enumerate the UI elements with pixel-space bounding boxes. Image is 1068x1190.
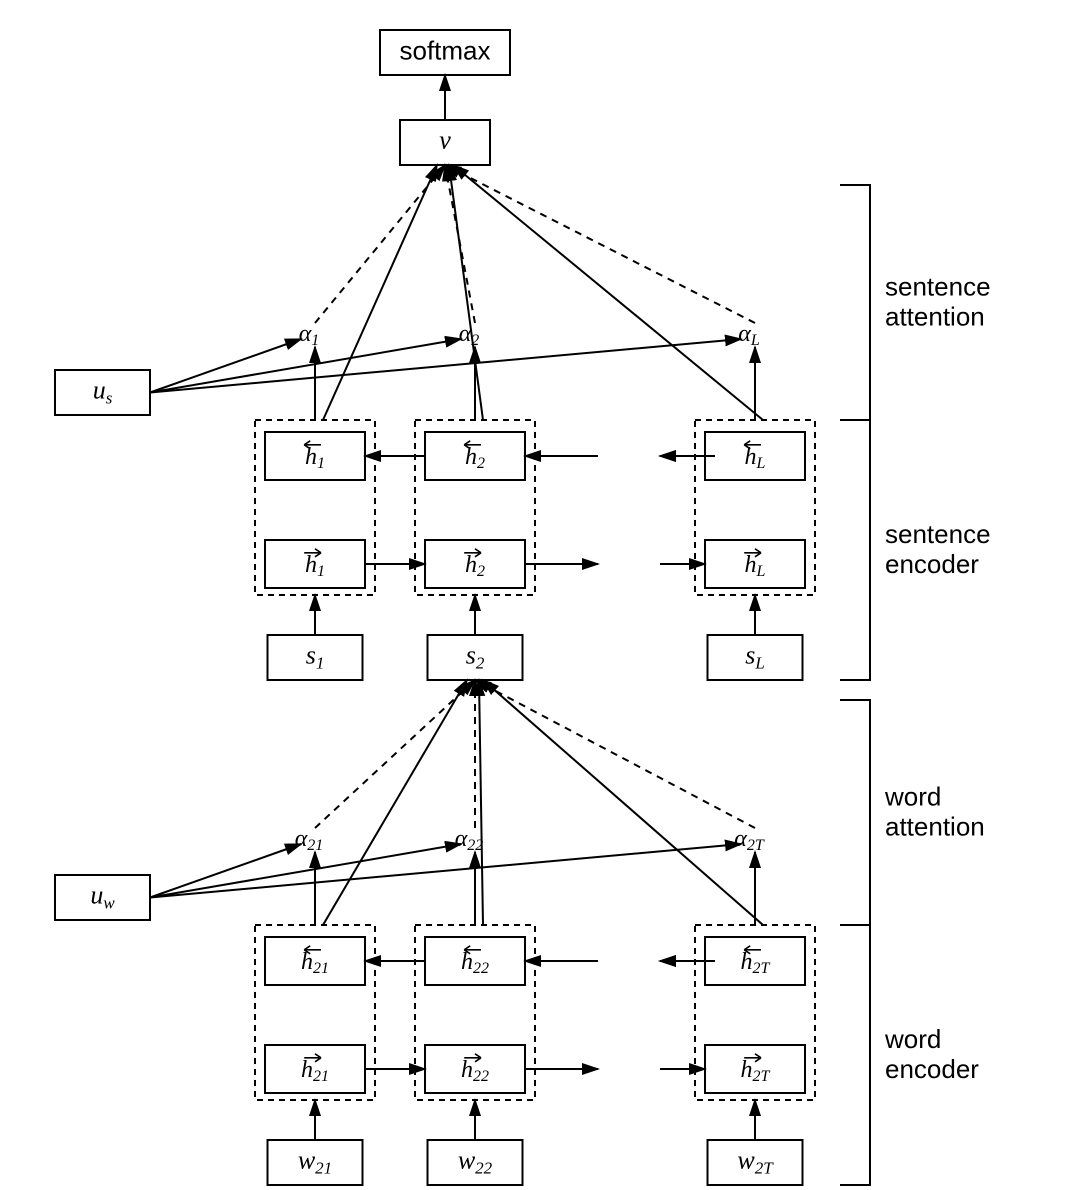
edge-alpha-out-2: [475, 680, 755, 828]
label-word-enc-1: word: [884, 1024, 941, 1054]
v-label: v: [439, 125, 451, 154]
edge-u-alpha-2: [150, 339, 741, 393]
svg-text:α2: α2: [459, 321, 480, 349]
svg-text:α21: α21: [295, 826, 324, 854]
edge-u-alpha-2: [150, 844, 741, 898]
edge-h-out-1: [449, 165, 483, 420]
edge-h-out-1: [479, 680, 483, 925]
label-sent-attn-2: attention: [885, 301, 985, 331]
alpha-label-1: α2: [459, 321, 480, 349]
alpha-label-2: α2T: [734, 826, 765, 854]
bracket-sent-attn: [840, 185, 870, 420]
alpha-label-0: α1: [299, 321, 320, 349]
edge-u-alpha-1: [150, 339, 461, 393]
label-word-attn-1: word: [884, 781, 941, 811]
edge-u-alpha-0: [150, 844, 301, 898]
svg-text:α1: α1: [299, 321, 320, 349]
label-sent-attn-1: sentence: [885, 271, 991, 301]
svg-text:αL: αL: [738, 321, 760, 349]
edge-h-out-2: [483, 680, 763, 925]
svg-text:α22: α22: [455, 826, 484, 854]
label-word-attn-2: attention: [885, 811, 985, 841]
edge-h-out-0: [323, 680, 467, 925]
alpha-label-0: α21: [295, 826, 324, 854]
svg-text:α2T: α2T: [734, 826, 765, 854]
alpha-label-1: α22: [455, 826, 484, 854]
edge-alpha-out-2: [445, 165, 755, 323]
edge-alpha-out-0: [315, 680, 475, 828]
label-sent-enc-1: sentence: [885, 519, 991, 549]
bracket-word-enc: [840, 925, 870, 1185]
alpha-label-2: αL: [738, 321, 760, 349]
label-word-enc-2: encoder: [885, 1054, 979, 1084]
bracket-sent-enc: [840, 420, 870, 680]
softmax-label: softmax: [399, 35, 490, 65]
bracket-word-attn: [840, 700, 870, 925]
edge-u-alpha-1: [150, 844, 461, 898]
label-sent-enc-2: encoder: [885, 549, 979, 579]
edge-h-out-2: [453, 165, 763, 420]
edge-u-alpha-0: [150, 339, 301, 393]
